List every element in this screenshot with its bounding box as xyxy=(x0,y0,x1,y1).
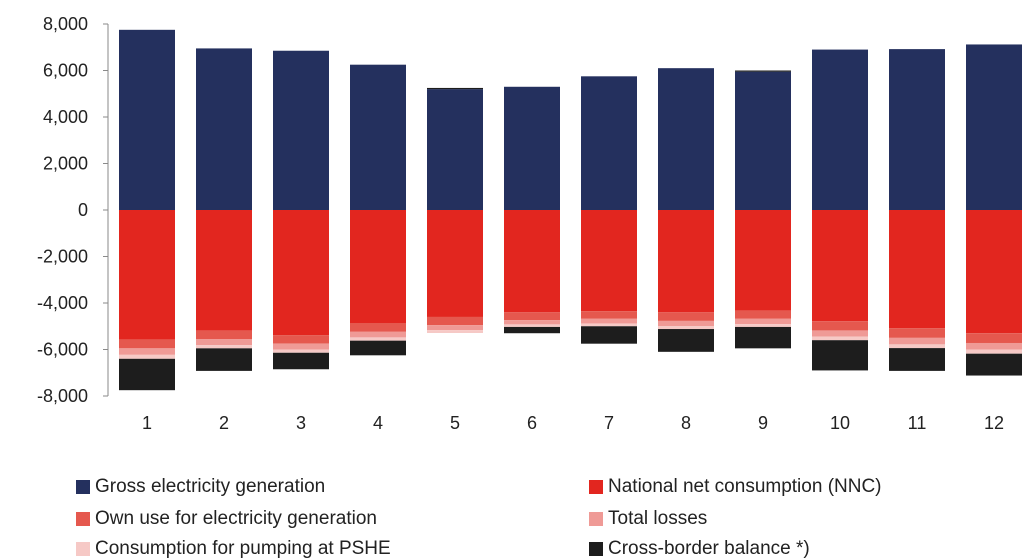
bar-segment xyxy=(966,333,1022,343)
bar-segment xyxy=(350,337,406,341)
bar-segment xyxy=(735,210,791,311)
x-axis: 1 2 3 4 5 6 7 8 9 10 11 12 xyxy=(142,413,1004,433)
bar-segment xyxy=(119,29,175,210)
bar-segment xyxy=(812,49,868,211)
bar-segment xyxy=(504,324,560,327)
bar-segment xyxy=(119,348,175,355)
bar-segment xyxy=(889,328,945,338)
bar-segment xyxy=(196,210,252,331)
bar-segment xyxy=(196,339,252,346)
bar-segment xyxy=(889,344,945,349)
bar-segment xyxy=(735,326,791,349)
bar-segment xyxy=(196,330,252,340)
bar-segment xyxy=(966,342,1022,350)
bar-segment xyxy=(119,358,175,391)
bar-segment xyxy=(735,324,791,327)
y-tick-label: -8,000 xyxy=(37,386,88,406)
bar-segment xyxy=(735,70,791,72)
bar-segment xyxy=(581,311,637,319)
bar-segment xyxy=(196,345,252,349)
bar-segment xyxy=(889,210,945,329)
bar-segment xyxy=(273,349,329,353)
x-tick-label: 10 xyxy=(830,413,850,433)
y-tick-label: -2,000 xyxy=(37,247,88,267)
bar-segment xyxy=(504,210,560,313)
y-axis: 8,000 6,000 4,000 2,000 0 -2,000 -4,000 -6,000 -… xyxy=(37,14,109,406)
x-tick-label: 3 xyxy=(296,413,306,433)
bar-segment xyxy=(812,330,868,337)
bar-segment xyxy=(196,348,252,371)
bar-segment xyxy=(658,68,714,210)
bar-segment xyxy=(273,335,329,344)
bar-segment xyxy=(966,210,1022,334)
bar-segment xyxy=(350,340,406,356)
bar-segment xyxy=(427,325,483,331)
x-tick-label: 9 xyxy=(758,413,768,433)
y-tick-label: 8,000 xyxy=(43,14,88,34)
bar-segment xyxy=(581,318,637,324)
bar-segment xyxy=(350,331,406,338)
bar-segment xyxy=(812,340,868,371)
bar-segment xyxy=(581,326,637,344)
bar-segment xyxy=(119,339,175,349)
bar-segment xyxy=(889,49,945,210)
y-tick-label: -6,000 xyxy=(37,340,88,360)
bars xyxy=(119,29,1022,391)
x-tick-label: 1 xyxy=(142,413,152,433)
x-tick-label: 12 xyxy=(984,413,1004,433)
bar-segment xyxy=(812,321,868,331)
bar-segment xyxy=(119,354,175,359)
bar-segment xyxy=(658,326,714,330)
bar-segment xyxy=(658,210,714,313)
x-tick-label: 2 xyxy=(219,413,229,433)
x-tick-label: 6 xyxy=(527,413,537,433)
bar-segment xyxy=(581,76,637,210)
bar-segment xyxy=(658,312,714,321)
bar-segment xyxy=(427,87,483,90)
bar-segment xyxy=(504,86,560,210)
bar-segment xyxy=(581,323,637,327)
bar-segment xyxy=(273,210,329,336)
bar-segment xyxy=(889,348,945,371)
bar-segment xyxy=(427,330,483,333)
x-tick-label: 7 xyxy=(604,413,614,433)
bar-segment xyxy=(273,352,329,370)
bar-segment xyxy=(427,89,483,210)
bar-segment xyxy=(350,322,406,332)
bar-segment xyxy=(812,210,868,322)
bar-segment xyxy=(504,326,560,334)
bar-segment xyxy=(658,320,714,327)
bar-segment xyxy=(119,210,175,340)
bar-segment xyxy=(658,329,714,352)
bar-segment xyxy=(735,71,791,210)
bar-segment xyxy=(735,310,791,319)
bar-segment xyxy=(273,343,329,350)
bar-segment xyxy=(273,50,329,210)
x-tick-label: 5 xyxy=(450,413,460,433)
bar-segment xyxy=(966,44,1022,211)
bar-segment xyxy=(504,312,560,321)
bar-segment xyxy=(812,336,868,341)
bar-segment xyxy=(350,210,406,323)
bar-segment xyxy=(966,353,1022,376)
bar-segment xyxy=(889,337,945,345)
y-tick-label: 2,000 xyxy=(43,154,88,174)
bar-segment xyxy=(350,64,406,210)
bar-segment xyxy=(966,349,1022,354)
bar-segment xyxy=(427,210,483,317)
bar-segment xyxy=(504,320,560,325)
y-tick-label: 0 xyxy=(78,200,88,220)
x-tick-label: 8 xyxy=(681,413,691,433)
bar-segment xyxy=(427,316,483,326)
bar-segment xyxy=(196,48,252,210)
bar-segment xyxy=(735,318,791,325)
x-tick-label: 4 xyxy=(373,413,383,433)
y-tick-label: 6,000 xyxy=(43,61,88,81)
y-tick-label: 4,000 xyxy=(43,107,88,127)
bar-segment xyxy=(581,210,637,312)
y-tick-label: -4,000 xyxy=(37,293,88,313)
x-tick-label: 11 xyxy=(908,413,927,433)
